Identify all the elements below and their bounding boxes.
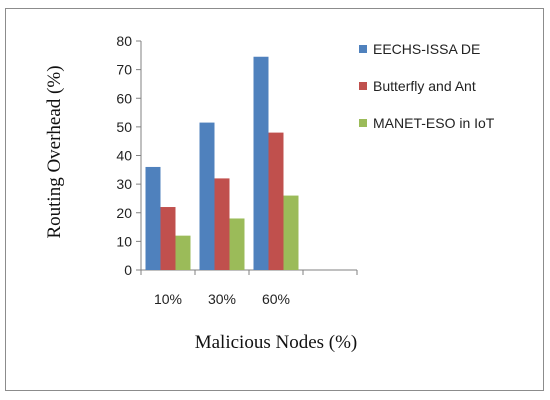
bar-1-2: [268, 132, 284, 270]
legend-swatch: [359, 119, 367, 127]
y-tick-label: 10: [116, 233, 132, 249]
y-tick-label: 40: [116, 148, 132, 164]
legend-label: MANET-ESO in IoT: [373, 115, 495, 131]
legend-label: Butterfly and Ant: [373, 78, 476, 94]
x-axis-title: Malicious Nodes (%): [195, 332, 358, 353]
bar-1-0: [160, 207, 176, 270]
bar-0-0: [145, 166, 161, 270]
bar-1-1: [214, 178, 230, 270]
x-axis-ticks: 10% 30% 60%: [140, 270, 358, 307]
legend-label: EECHS-ISSA DE: [373, 41, 480, 57]
x-tick-label: 10%: [154, 291, 182, 307]
y-axis-title: Routing Overhead (%): [44, 65, 65, 238]
legend-swatch: [359, 45, 367, 53]
legend: EECHS-ISSA DE Butterfly and Ant MANET-ESO …: [359, 41, 495, 131]
x-tick-label: 60%: [262, 291, 290, 307]
x-tick-label: 30%: [208, 291, 236, 307]
y-tick-label: 50: [116, 119, 132, 135]
legend-swatch: [359, 82, 367, 90]
bar-2-1: [229, 218, 245, 270]
y-tick-label: 30: [116, 176, 132, 192]
y-tick-label: 70: [116, 62, 132, 78]
bar-0-2: [253, 56, 269, 271]
y-tick-label: 80: [116, 33, 132, 49]
bar-2-0: [175, 235, 191, 270]
bar-0-1: [199, 122, 215, 270]
y-tick-label: 20: [116, 205, 132, 221]
bars: [145, 56, 299, 271]
y-axis-ticks: 0 10 20 30 40 50 60 70 80: [116, 33, 141, 278]
y-tick-label: 0: [124, 262, 132, 278]
bar-2-2: [283, 195, 299, 270]
y-tick-label: 60: [116, 90, 132, 106]
